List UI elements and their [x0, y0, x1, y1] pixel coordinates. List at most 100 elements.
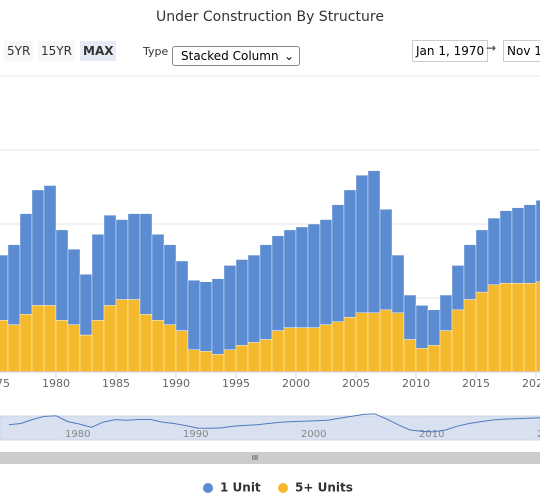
bar-segment — [367, 312, 381, 373]
bar-segment — [439, 330, 453, 373]
x-tick-label: 2010 — [402, 377, 430, 390]
bar-segment — [67, 248, 81, 325]
bar-segment — [175, 330, 189, 373]
bar-segment — [535, 281, 540, 373]
bar-segment — [139, 314, 153, 373]
bar-segment — [463, 244, 477, 300]
bar-segment — [43, 305, 57, 373]
bar-segment — [43, 185, 57, 306]
range-button[interactable]: 5YR — [4, 41, 34, 61]
bar-segment — [91, 320, 105, 373]
bar-segment — [199, 351, 213, 373]
bar-segment — [475, 291, 489, 373]
bar-segment — [295, 226, 309, 328]
type-select[interactable]: Stacked Column ⌄ — [172, 46, 300, 66]
type-label: Type — [143, 45, 169, 58]
bar-segment — [247, 342, 261, 373]
bar-segment — [415, 305, 429, 349]
x-tick-label: 2020 — [522, 377, 540, 390]
bar-segment — [355, 312, 369, 373]
bar-segment — [19, 314, 33, 373]
bar-segment — [451, 309, 465, 373]
bar-segment — [103, 214, 117, 306]
bar-segment — [487, 217, 501, 285]
bar-segment — [283, 229, 297, 328]
bar-segment — [223, 349, 237, 373]
bar-segment — [367, 170, 381, 314]
bar-segment — [79, 274, 93, 336]
bar-segment — [259, 244, 273, 340]
bar-segment — [235, 259, 249, 346]
bar-segment — [199, 281, 213, 352]
bar-segment — [7, 244, 21, 325]
bar-segment — [439, 294, 453, 331]
from-date[interactable]: Jan 1, 1970 — [412, 40, 489, 62]
legend-marker — [203, 483, 213, 493]
x-tick-label: 1995 — [222, 377, 250, 390]
legend-marker — [278, 483, 288, 493]
bar-segment — [163, 324, 177, 373]
bar-segment — [403, 339, 417, 373]
bar-segment — [451, 265, 465, 311]
bar-segment — [499, 210, 513, 284]
bar-segment — [55, 229, 69, 321]
bar-segment — [91, 234, 105, 321]
bar-segment — [115, 299, 129, 373]
bar-segment — [535, 200, 540, 282]
bar-segment — [151, 320, 165, 373]
bar-segment — [31, 189, 45, 306]
bar-segment — [331, 204, 345, 322]
select-arrow: ⌄ — [283, 49, 294, 63]
bar-segment — [391, 312, 405, 373]
range-button[interactable]: MAX — [80, 41, 117, 61]
date-arrow: → — [486, 41, 497, 55]
bar-segment — [463, 299, 477, 373]
bar-segment — [175, 260, 189, 331]
legend-label: 5+ Units — [295, 481, 353, 495]
bar-segment — [139, 213, 153, 315]
bar-segment — [259, 339, 273, 373]
bar-segment — [0, 320, 9, 373]
navigator-label: 1990 — [183, 429, 208, 440]
bar-segment — [487, 284, 501, 373]
bar-segment — [0, 254, 9, 321]
bar-segment — [475, 229, 489, 293]
bar-segment — [67, 324, 81, 373]
to-date[interactable]: Nov 1, — [503, 40, 540, 62]
bar-segment — [187, 280, 201, 350]
bar-segment — [211, 278, 225, 355]
type-value: Stacked Column — [181, 49, 279, 63]
navigator-label: 1980 — [65, 429, 90, 440]
bar-segment — [271, 330, 285, 373]
bar-segment — [55, 320, 69, 373]
bar-segment — [7, 324, 21, 373]
bar-segment — [211, 354, 225, 373]
bar-segment — [427, 309, 441, 346]
bar-segment — [235, 345, 249, 373]
bar-segment — [355, 174, 369, 314]
bar-segment — [127, 213, 141, 300]
bar-segment — [223, 265, 237, 351]
x-tick-label: 2005 — [342, 377, 370, 390]
bar-segment — [319, 324, 333, 373]
navigator-label: 2000 — [301, 429, 326, 440]
bar-segment — [343, 317, 357, 373]
bar-segment — [499, 283, 513, 373]
bar-segment — [247, 254, 261, 343]
bar-segment — [403, 294, 417, 340]
bar-segment — [79, 334, 93, 373]
bar-segment — [523, 204, 537, 284]
bar-segment — [391, 254, 405, 314]
bar-segment — [151, 234, 165, 321]
bar-segment — [319, 219, 333, 325]
bar-segment — [307, 223, 321, 328]
range-button[interactable]: 15YR — [38, 41, 75, 61]
navigator-label: 2010 — [419, 429, 444, 440]
navigator-line — [8, 413, 540, 433]
bar-segment — [415, 348, 429, 373]
bar-segment — [307, 327, 321, 373]
bar-segment — [31, 305, 45, 373]
x-tick-label: 2000 — [282, 377, 310, 390]
